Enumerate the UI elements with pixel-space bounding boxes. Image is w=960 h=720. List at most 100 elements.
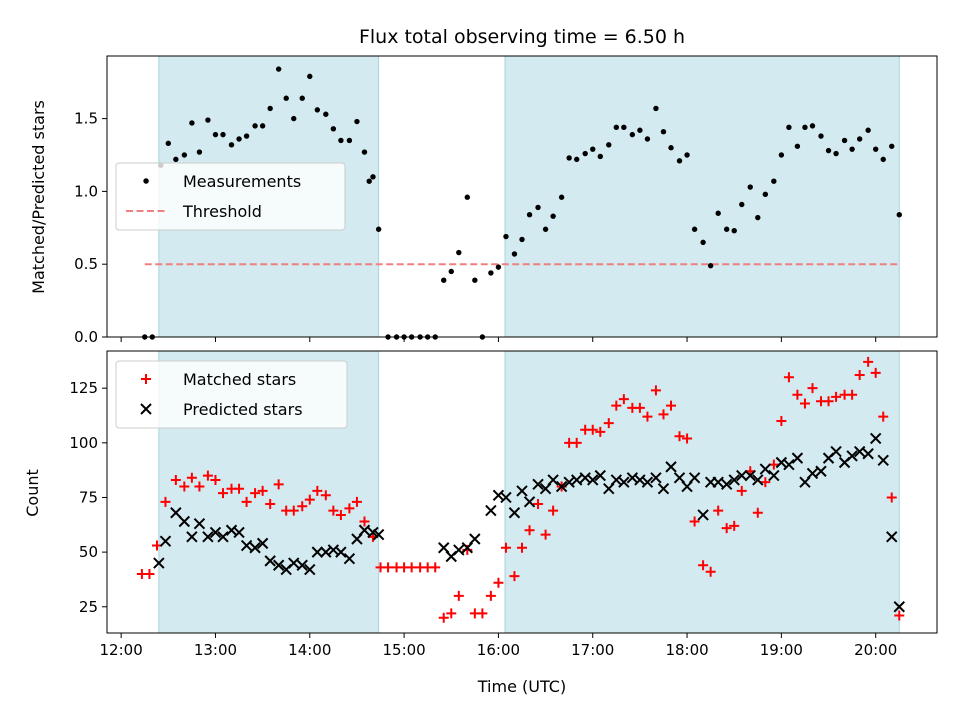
matched-point bbox=[650, 385, 661, 396]
predicted-point bbox=[485, 504, 497, 517]
matched-point bbox=[863, 356, 874, 367]
matched-point bbox=[783, 372, 794, 383]
measurement-point bbox=[786, 124, 792, 131]
predicted-point bbox=[469, 533, 481, 545]
predicted-point bbox=[264, 555, 276, 567]
predicted-point bbox=[862, 448, 874, 460]
predicted-point bbox=[791, 452, 804, 464]
measurement-point bbox=[849, 146, 855, 152]
measurement-point bbox=[778, 152, 785, 158]
measurement-point bbox=[291, 115, 297, 122]
matched-point bbox=[312, 485, 323, 496]
matched-point bbox=[202, 470, 213, 481]
predicted-point bbox=[358, 524, 371, 536]
measurement-point bbox=[582, 150, 588, 157]
measurement-point bbox=[299, 95, 305, 101]
predicted-point bbox=[768, 469, 780, 482]
measurement-point bbox=[723, 226, 730, 232]
predicted-point bbox=[186, 531, 198, 543]
matched-point bbox=[847, 389, 858, 400]
predicted-point bbox=[657, 483, 670, 495]
measurement-point bbox=[354, 118, 360, 125]
matched-point bbox=[186, 472, 197, 483]
measurement-point bbox=[621, 124, 627, 131]
matched-point bbox=[713, 505, 724, 516]
measurement-point bbox=[236, 136, 242, 142]
predicted-point bbox=[311, 546, 324, 558]
matched-point bbox=[603, 418, 614, 429]
measurement-point bbox=[338, 137, 344, 144]
measurement-point bbox=[597, 153, 603, 160]
measurement-point bbox=[856, 136, 863, 142]
matched-point bbox=[721, 523, 732, 534]
x-tick-label: 13:00 bbox=[194, 641, 237, 659]
matched-point bbox=[359, 516, 370, 527]
predicted-point bbox=[853, 445, 866, 458]
matched-point bbox=[509, 571, 520, 582]
matched-point bbox=[595, 426, 606, 437]
legend-label: Measurements bbox=[183, 172, 301, 191]
predicted-point bbox=[759, 463, 772, 475]
measurement-point bbox=[802, 124, 808, 131]
y-tick-label: 100 bbox=[69, 434, 98, 452]
matched-point bbox=[524, 525, 535, 536]
x-axis-label: Time (UTC) bbox=[477, 677, 566, 696]
y-tick-label: 1.5 bbox=[74, 110, 98, 128]
matched-point bbox=[698, 560, 709, 571]
measurement-point bbox=[771, 178, 777, 184]
matched-point bbox=[878, 411, 889, 422]
measurement-point bbox=[503, 233, 509, 240]
matched-point bbox=[344, 503, 355, 514]
matched-point bbox=[760, 477, 771, 488]
measurement-point bbox=[629, 131, 636, 138]
predicted-point bbox=[697, 509, 709, 521]
predicted-point bbox=[217, 531, 229, 543]
matched-point bbox=[611, 400, 622, 411]
x-tick-label: 15:00 bbox=[382, 641, 425, 659]
measurement-point bbox=[181, 152, 188, 158]
count-panel: 25 50 75 100 125 12:00 13:00 14:00 15:00 16:00 17:… bbox=[69, 350, 938, 659]
matched-point bbox=[438, 612, 449, 623]
matched-point bbox=[257, 485, 268, 496]
measurement-series bbox=[142, 66, 902, 340]
predicted-point bbox=[296, 559, 308, 571]
predicted-point bbox=[618, 476, 630, 488]
measurement-point bbox=[196, 149, 203, 155]
matched-point bbox=[548, 505, 559, 516]
predicted-point bbox=[272, 559, 285, 571]
predicted-point bbox=[736, 469, 748, 482]
measurement-point bbox=[456, 249, 462, 256]
matched-point bbox=[776, 415, 787, 426]
legend-label: Predicted stars bbox=[183, 400, 303, 419]
measurement-point bbox=[566, 155, 572, 161]
predicted-point bbox=[178, 515, 191, 528]
measurement-point bbox=[464, 194, 470, 200]
measurement-point bbox=[707, 262, 714, 269]
measurement-point bbox=[865, 127, 871, 133]
predicted-point bbox=[500, 491, 512, 504]
y-tick-label: 50 bbox=[79, 543, 98, 561]
matched-point bbox=[328, 505, 339, 516]
ratio-legend: Measurements Threshold bbox=[115, 162, 346, 231]
matched-point bbox=[658, 409, 669, 420]
matched-point bbox=[634, 402, 645, 413]
predicted-point bbox=[193, 517, 206, 530]
matched-point bbox=[799, 398, 810, 409]
bottom-y-axis-label: Count bbox=[23, 469, 42, 517]
measurement-point bbox=[676, 158, 683, 164]
matched-point bbox=[288, 505, 299, 516]
matched-point bbox=[477, 608, 488, 619]
matched-point bbox=[666, 400, 677, 411]
matched-point bbox=[446, 608, 457, 619]
measurement-point bbox=[762, 191, 769, 198]
measurement-point bbox=[212, 131, 219, 138]
x-tick-label: 19:00 bbox=[760, 641, 803, 659]
measurement-point bbox=[375, 226, 382, 232]
matched-series bbox=[136, 356, 905, 623]
predicted-point bbox=[886, 531, 898, 543]
measurement-point bbox=[441, 277, 447, 283]
predicted-point bbox=[343, 552, 356, 565]
matched-point bbox=[250, 488, 261, 499]
matched-point bbox=[194, 481, 205, 492]
matched-point bbox=[752, 507, 763, 518]
